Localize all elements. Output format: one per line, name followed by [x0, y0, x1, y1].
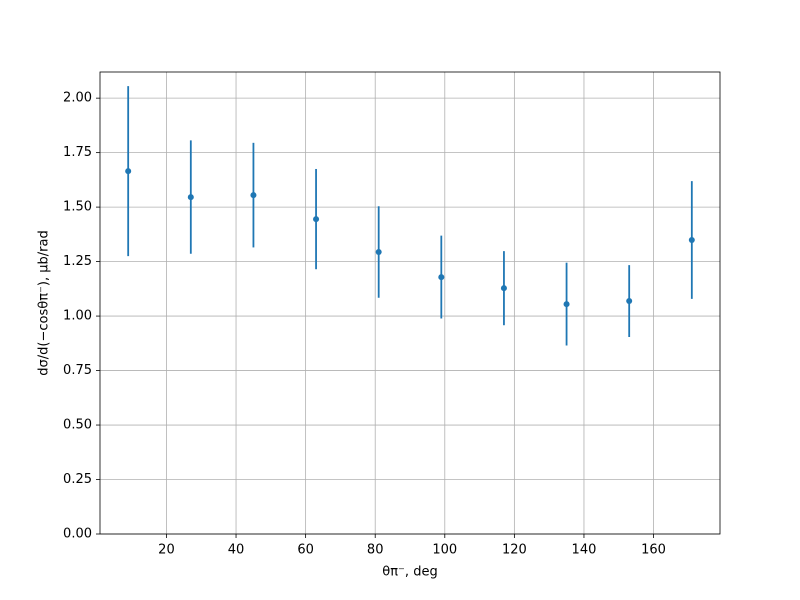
- y-tick-label: 1.75: [63, 145, 92, 160]
- y-tick-label: 0.50: [63, 418, 92, 433]
- x-tick-label: 100: [432, 543, 457, 558]
- data-point: [313, 216, 320, 223]
- x-tick-label: 120: [502, 543, 527, 558]
- data-point: [500, 285, 507, 292]
- plot-frame: [99, 71, 721, 535]
- data-point: [563, 301, 570, 308]
- y-tick-label: 0.25: [63, 472, 92, 487]
- data-point: [250, 192, 257, 199]
- x-axis-label: θπ⁻, deg: [382, 565, 437, 580]
- x-tick-label: 40: [228, 543, 245, 558]
- x-tick-label: 60: [297, 543, 314, 558]
- x-tick-label: 140: [572, 543, 597, 558]
- y-tick-label: 2.00: [63, 91, 92, 106]
- data-point: [688, 237, 695, 244]
- y-tick-label: 1.50: [63, 200, 92, 215]
- y-tick-label: 1.00: [63, 309, 92, 324]
- x-tick-label: 160: [641, 543, 666, 558]
- y-axis-label: dσ/d(−cosθπ⁻), μb/rad: [37, 230, 52, 375]
- y-tick-label: 0.00: [63, 527, 92, 542]
- x-tick-label: 20: [158, 543, 175, 558]
- data-point: [187, 194, 194, 201]
- data-point: [125, 168, 132, 175]
- x-tick-label: 80: [367, 543, 384, 558]
- data-point: [438, 274, 445, 281]
- data-point: [375, 249, 382, 256]
- y-tick-label: 1.25: [63, 254, 92, 269]
- y-tick-label: 0.75: [63, 363, 92, 378]
- data-point: [626, 298, 633, 305]
